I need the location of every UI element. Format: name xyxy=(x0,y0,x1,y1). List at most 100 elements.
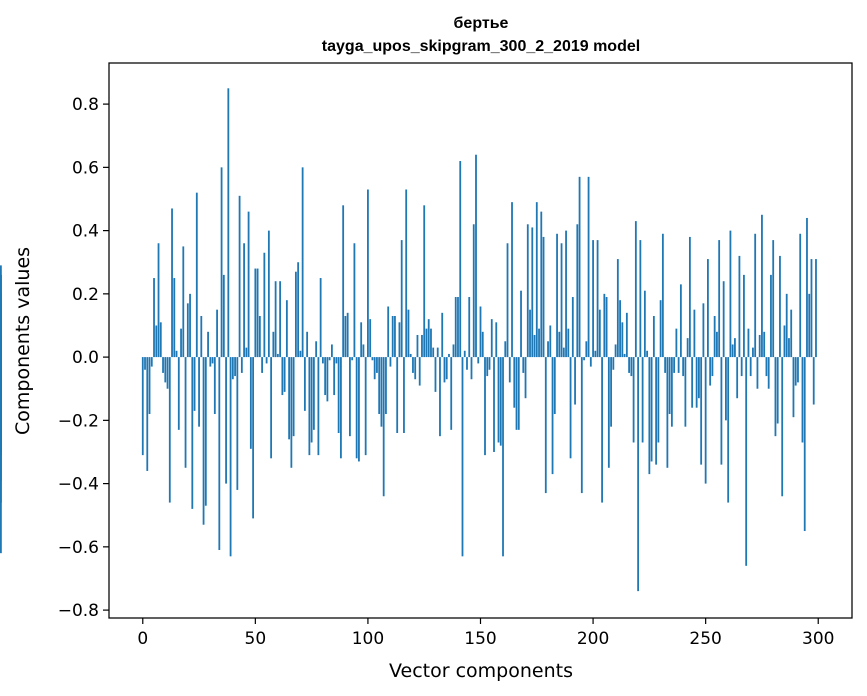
bar xyxy=(180,328,182,358)
bar xyxy=(533,334,536,358)
bar xyxy=(495,322,498,358)
y-axis-label: Components values xyxy=(12,247,34,435)
bar xyxy=(355,357,358,459)
bar xyxy=(797,357,799,383)
bar xyxy=(540,211,543,358)
bar xyxy=(535,202,538,358)
bar xyxy=(693,309,696,358)
bar xyxy=(484,357,486,456)
bar xyxy=(549,325,552,358)
bar xyxy=(216,309,218,358)
bar xyxy=(657,357,660,443)
bar xyxy=(204,357,207,506)
bar xyxy=(193,357,196,411)
bar xyxy=(684,357,687,427)
bar xyxy=(558,331,561,358)
bar xyxy=(155,325,158,358)
bar xyxy=(414,357,417,380)
bar xyxy=(159,322,162,358)
bar xyxy=(616,259,619,358)
bar xyxy=(526,224,529,358)
bar xyxy=(531,227,534,358)
bar xyxy=(486,357,489,377)
bar xyxy=(283,357,286,392)
bar xyxy=(340,357,342,459)
bar xyxy=(405,189,408,358)
bar xyxy=(312,357,315,430)
bar xyxy=(745,357,748,566)
bar xyxy=(481,331,484,358)
bar xyxy=(779,255,781,358)
bar xyxy=(439,357,441,437)
bar xyxy=(763,331,766,358)
bar xyxy=(432,347,435,358)
bar xyxy=(400,240,403,358)
bar xyxy=(574,357,576,405)
bar xyxy=(171,208,173,358)
bar xyxy=(279,281,282,358)
bar xyxy=(202,357,205,525)
bar xyxy=(335,357,338,364)
bar xyxy=(153,278,155,358)
bar xyxy=(652,315,655,358)
bar xyxy=(747,328,750,358)
bar xyxy=(396,357,399,433)
bar xyxy=(506,243,509,358)
bar xyxy=(198,357,200,427)
bar xyxy=(578,176,581,358)
bar xyxy=(711,357,714,377)
bar xyxy=(738,255,741,358)
bar xyxy=(443,357,446,383)
bar xyxy=(677,357,680,373)
bar xyxy=(736,357,739,399)
bar xyxy=(436,347,439,358)
bar xyxy=(353,243,356,358)
bar xyxy=(380,357,383,427)
bar xyxy=(729,230,732,358)
bar xyxy=(162,357,164,373)
bar xyxy=(490,319,493,358)
y-tick-label: −0.4 xyxy=(58,475,99,495)
bar xyxy=(790,309,793,358)
bar xyxy=(812,357,815,405)
bar xyxy=(333,357,336,396)
bar xyxy=(463,350,466,358)
bar xyxy=(580,357,583,494)
bar xyxy=(430,328,432,358)
y-tick-label: 0.4 xyxy=(72,222,99,242)
bar xyxy=(756,357,759,389)
bar xyxy=(243,243,245,358)
bar xyxy=(272,331,275,358)
bar xyxy=(276,353,279,358)
chart-title: бертье xyxy=(454,15,509,32)
bar xyxy=(238,195,241,358)
bar xyxy=(258,315,261,358)
bar xyxy=(610,357,612,427)
bar xyxy=(542,236,545,358)
bar xyxy=(628,357,630,373)
bar xyxy=(639,240,642,358)
bar xyxy=(281,357,284,396)
bar xyxy=(434,357,437,392)
bar xyxy=(623,353,626,358)
bar xyxy=(319,278,322,358)
x-tick-label: 200 xyxy=(577,629,609,649)
y-axis-ticks: −0.8 −0.6 −0.4 −0.2 0.0 0.2 0.4 0.6 0.8 xyxy=(58,95,109,621)
bar xyxy=(668,357,671,415)
bar xyxy=(655,357,658,465)
bar xyxy=(716,331,718,358)
bar xyxy=(337,357,340,433)
bar xyxy=(520,290,522,358)
y-tick-label: 0.6 xyxy=(72,158,99,178)
bar xyxy=(141,357,144,456)
bar xyxy=(511,202,513,358)
bar xyxy=(261,357,263,373)
bar xyxy=(731,344,734,358)
bar xyxy=(562,347,565,358)
bar xyxy=(522,357,525,373)
bar xyxy=(650,357,653,462)
bar xyxy=(376,357,378,373)
bar xyxy=(416,334,419,358)
bar xyxy=(661,233,664,358)
